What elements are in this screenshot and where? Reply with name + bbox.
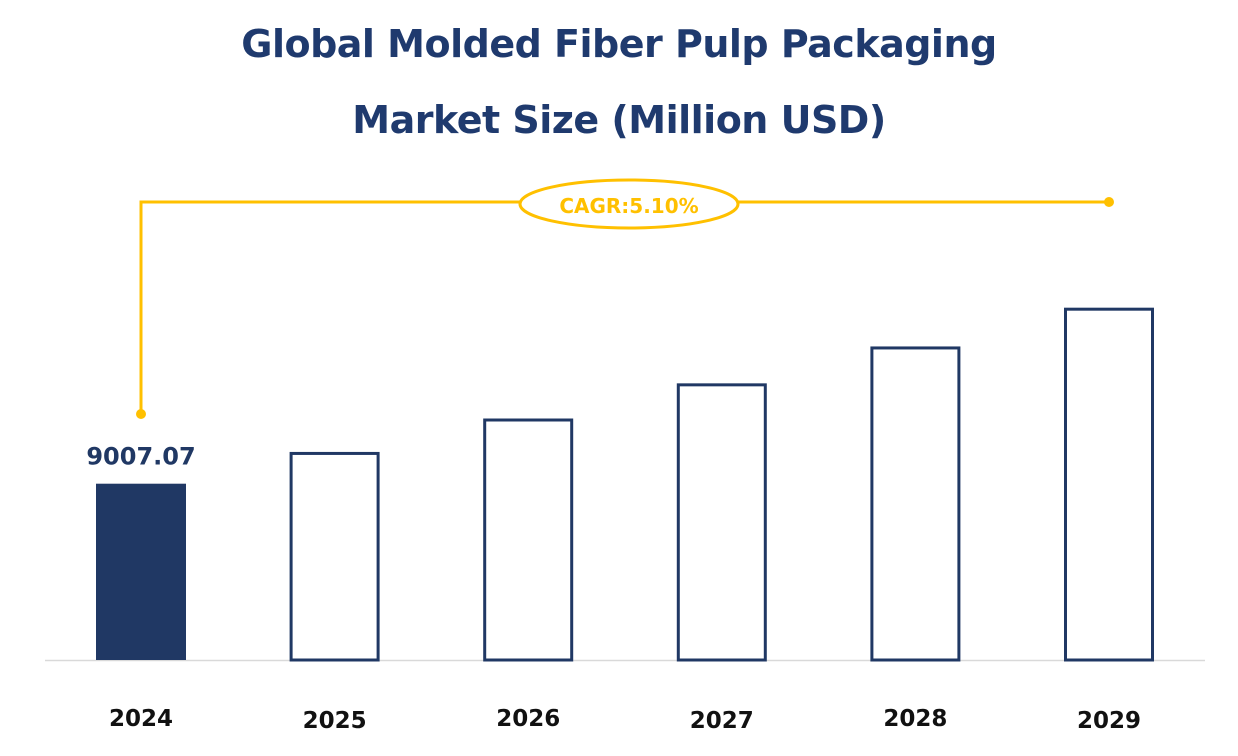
x-tick-label: 2026	[496, 706, 560, 732]
x-tick-label: 2024	[109, 706, 173, 732]
x-tick-label: 2028	[883, 706, 947, 732]
cagr-connector-line	[139, 200, 1109, 414]
data-label: 9007.07	[86, 443, 195, 471]
x-tick-label: 2029	[1077, 708, 1141, 734]
bar-2027	[676, 383, 767, 662]
chart-title-line-2: Market Size (Million USD)	[352, 98, 886, 142]
chart-title-line-1: Global Molded Fiber Pulp Packaging	[241, 22, 997, 66]
x-tick-label: 2025	[303, 708, 367, 734]
cagr-start-dot	[136, 409, 146, 419]
x-tick-label: 2027	[690, 708, 754, 734]
bar-2029	[1064, 307, 1154, 662]
bar-2025	[289, 451, 380, 662]
cagr-end-dot	[1104, 197, 1114, 207]
cagr-badge	[518, 178, 740, 230]
bar-2024	[96, 483, 186, 660]
cagr-label: CAGR:5.10%	[559, 194, 698, 218]
bar-2026	[483, 418, 574, 662]
bar-2028	[870, 346, 961, 662]
